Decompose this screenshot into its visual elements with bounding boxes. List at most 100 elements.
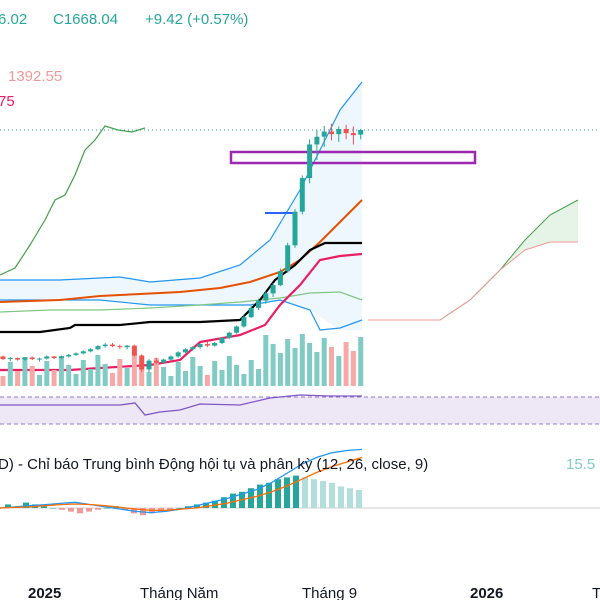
volume-bar xyxy=(270,344,276,386)
candle-body[interactable] xyxy=(270,285,276,294)
candle-body[interactable] xyxy=(29,357,35,360)
macd-histogram-bar xyxy=(122,508,128,510)
volume-bar xyxy=(117,359,123,386)
ma-orange xyxy=(0,199,363,303)
volume-bar xyxy=(22,357,28,386)
open-fragment: 6.02 xyxy=(0,11,27,28)
candle-body[interactable] xyxy=(241,317,247,327)
candle-body[interactable] xyxy=(256,300,261,308)
volume-bar xyxy=(241,374,247,386)
volume-bar xyxy=(358,337,364,386)
x-label-2025: 2025 xyxy=(28,585,61,600)
candle-body[interactable] xyxy=(343,128,349,134)
candle-body[interactable] xyxy=(0,356,6,360)
volume-bar xyxy=(124,368,130,386)
x-label-thang-nam: Tháng Năm xyxy=(140,585,218,600)
candle-body[interactable] xyxy=(292,211,298,246)
macd-histogram-bar xyxy=(95,508,101,510)
black-base-line xyxy=(0,241,362,334)
candle-body[interactable] xyxy=(139,355,145,370)
candle-body[interactable] xyxy=(22,357,28,360)
candle-body[interactable] xyxy=(51,356,57,359)
candle-body[interactable] xyxy=(168,356,174,360)
candle-body[interactable] xyxy=(124,345,130,348)
candle-body[interactable] xyxy=(44,356,50,359)
candle-body[interactable] xyxy=(219,337,225,344)
candle-body[interactable] xyxy=(299,178,305,212)
volume-bar xyxy=(110,373,115,386)
volume-bar xyxy=(66,365,72,386)
volume-bar xyxy=(292,348,298,386)
candle-body[interactable] xyxy=(66,354,72,357)
candle-body[interactable] xyxy=(234,326,240,333)
candle-body[interactable] xyxy=(88,349,94,352)
volume-bar xyxy=(329,347,334,386)
bollinger-band-fill xyxy=(0,82,362,330)
macd-histogram-bar xyxy=(167,508,173,510)
volume-bar xyxy=(146,372,152,386)
volume-bar xyxy=(73,374,79,386)
candle-body[interactable] xyxy=(263,293,269,301)
candle-body[interactable] xyxy=(117,346,123,348)
volume-bar xyxy=(29,366,35,386)
candle-body[interactable] xyxy=(358,130,364,135)
candle-body[interactable] xyxy=(110,344,115,347)
indicator-value-2: 75 xyxy=(0,93,15,110)
x-label-2026: 2026 xyxy=(470,585,503,600)
macd-histogram-bar xyxy=(194,504,200,508)
volume-bar xyxy=(226,356,232,386)
macd-histogram-bar xyxy=(275,479,281,508)
candle-body[interactable] xyxy=(161,359,167,363)
candle-body[interactable] xyxy=(175,352,181,357)
candle-body[interactable] xyxy=(350,133,356,136)
candle-body[interactable] xyxy=(58,356,64,359)
close-label: C1668.04 xyxy=(53,11,118,28)
candle-body[interactable] xyxy=(80,351,86,354)
candle-body[interactable] xyxy=(73,353,79,355)
highlight-zone[interactable] xyxy=(229,150,477,165)
candle-body[interactable] xyxy=(15,358,21,360)
macd-histogram-bar xyxy=(86,508,92,512)
candle-body[interactable] xyxy=(285,245,291,272)
candle-body[interactable] xyxy=(307,144,313,179)
macd-histogram-bar xyxy=(50,508,56,509)
volume-bar xyxy=(139,363,145,386)
volume-bar xyxy=(307,343,313,386)
candle-body[interactable] xyxy=(248,307,254,318)
volume-bar xyxy=(58,356,64,386)
volume-bar xyxy=(131,354,137,386)
candle-body[interactable] xyxy=(153,360,159,363)
candle-body[interactable] xyxy=(204,344,210,346)
candle-body[interactable] xyxy=(277,271,283,286)
volume-bar xyxy=(88,369,94,386)
volume-bar xyxy=(219,370,225,386)
candle-body[interactable] xyxy=(226,332,232,338)
candle-body[interactable] xyxy=(212,343,218,346)
volume-bar xyxy=(299,334,305,386)
volume-bar xyxy=(212,361,218,386)
macd-histogram-bar xyxy=(320,481,326,508)
ma-light-green xyxy=(0,291,363,313)
macd-histogram-bar xyxy=(311,479,317,508)
candle-body[interactable] xyxy=(197,344,203,348)
candle-body[interactable] xyxy=(37,358,42,360)
macd-title: D) - Chỉ báo Trung bình Động hội tụ và p… xyxy=(0,456,428,473)
candle-body[interactable] xyxy=(321,131,327,137)
candle-body[interactable] xyxy=(183,349,188,353)
candle-body[interactable] xyxy=(95,346,101,350)
candle-body[interactable] xyxy=(314,136,320,145)
candle-body[interactable] xyxy=(190,347,196,350)
volume-bar xyxy=(15,371,21,386)
volume-bar xyxy=(80,360,86,386)
volume-bar xyxy=(0,376,6,386)
candle-body[interactable] xyxy=(102,344,108,347)
candle-body[interactable] xyxy=(131,345,137,356)
macd-histogram-bar xyxy=(77,508,83,514)
candle-body[interactable] xyxy=(146,360,152,370)
macd-histogram-bar xyxy=(104,508,110,509)
candle-body[interactable] xyxy=(329,131,334,135)
x-label-next: T xyxy=(592,585,600,600)
candle-body[interactable] xyxy=(7,358,13,360)
candle-body[interactable] xyxy=(336,128,342,135)
macd-histogram-bar xyxy=(230,493,236,508)
